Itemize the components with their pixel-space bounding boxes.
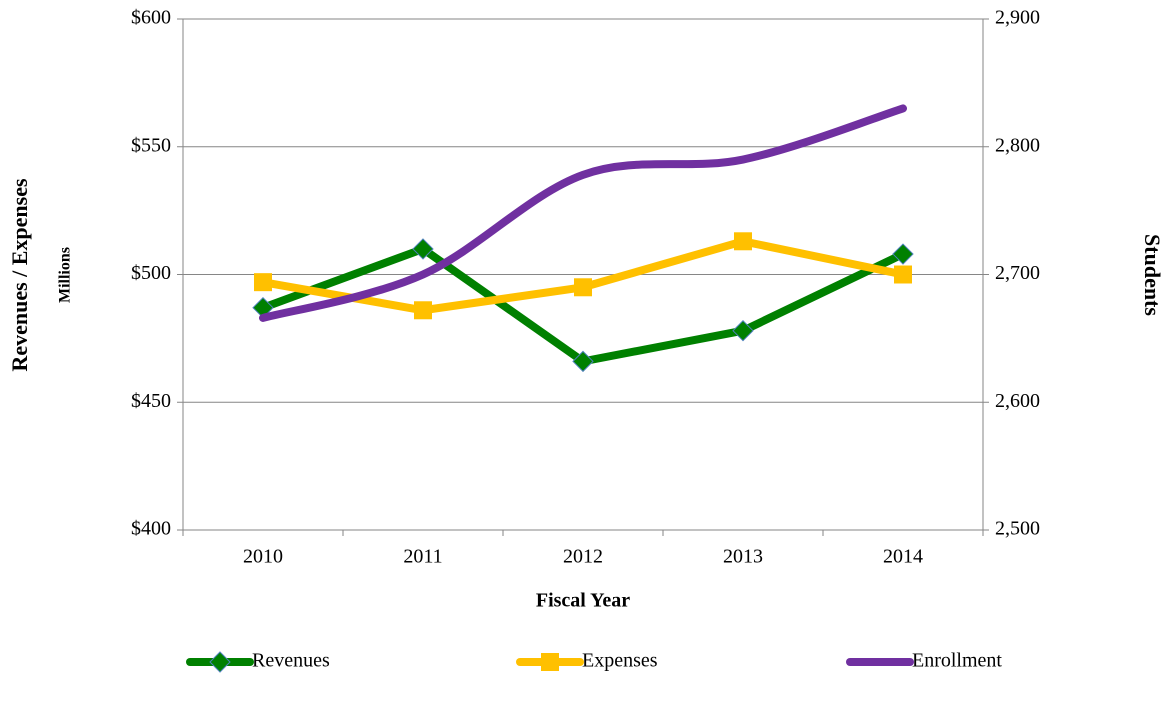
series-marker [572,350,594,373]
legend-marker [209,651,231,673]
series-marker [254,273,272,292]
series-marker [734,232,752,251]
x-tick-label: 2011 [403,546,442,568]
series-marker [732,320,754,342]
x-tick-label: 2012 [563,546,603,568]
y-tick-label: $450 [131,390,171,412]
series-line [259,104,907,322]
legend-label: Revenues [252,650,330,672]
legend-label: Enrollment [912,650,1002,672]
y2-tick-label: 2,700 [995,262,1040,284]
y-tick-label: $500 [131,262,171,284]
y-axis-sublabel: Millions [57,247,74,303]
y2-tick-label: 2,900 [995,7,1040,29]
y-tick-label: $600 [131,7,171,29]
y2-axis-label: Students [1140,234,1165,316]
x-tick-label: 2013 [723,546,763,568]
series-marker [574,278,592,297]
series-marker [412,238,434,260]
series-marker [414,301,432,320]
y2-tick-label: 2,800 [995,134,1040,156]
y-tick-label: $400 [131,518,171,540]
x-axis-label: Fiscal Year [536,590,630,612]
legend-label: Expenses [582,650,658,672]
series-line [259,244,907,366]
series-marker [894,265,912,284]
y2-tick-label: 2,600 [995,390,1040,412]
x-tick-label: 2014 [883,546,923,568]
x-tick-label: 2010 [243,546,283,568]
y-axis-label: Revenues / Expenses [7,178,32,372]
legend-marker [541,653,559,671]
series-marker [892,243,914,265]
y2-tick-label: 2,500 [995,518,1040,540]
y-tick-label: $550 [131,134,171,156]
